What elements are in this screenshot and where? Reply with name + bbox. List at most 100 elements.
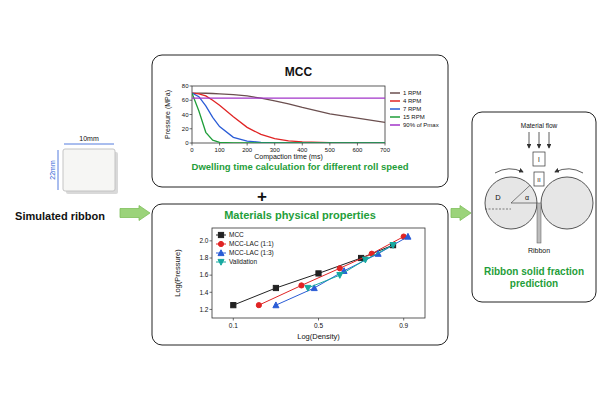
data-point (390, 243, 396, 249)
caption: Ribbon solid fraction prediction (476, 266, 592, 290)
x-tick-label: 100 (215, 147, 226, 153)
radius-line (511, 203, 537, 204)
y-tick (190, 128, 193, 129)
y-tick (210, 292, 213, 293)
flow-arrow (549, 132, 550, 148)
y-tick-label: 1.2 (199, 306, 208, 313)
series-line (192, 93, 385, 143)
data-point (256, 303, 261, 308)
data-point (231, 303, 236, 308)
legend-marker (218, 250, 224, 256)
page: 10mm22mmSimulated ribbon+Materials physi… (0, 0, 600, 400)
y-tick (210, 258, 213, 259)
legend-marker (218, 259, 224, 265)
legend: 1 RPM 4 RPM 7 RPM 15 RPM 90% of Pmax (390, 90, 439, 128)
x-tick (247, 143, 248, 146)
y-tick (210, 275, 213, 276)
data-point (273, 302, 279, 308)
legend-entry: 7 RPM (403, 106, 421, 112)
flow-arrow (529, 132, 530, 148)
zone-label: I (538, 156, 540, 163)
legend-swatch (390, 116, 400, 118)
legend-entry: 4 RPM (403, 98, 421, 104)
data-point (273, 285, 278, 290)
series-line (259, 237, 404, 306)
material-flow-label: Material flow (521, 122, 558, 129)
y-axis-label: Pressure (MPa) (164, 90, 172, 139)
data-point (316, 271, 321, 276)
x-tick (357, 143, 358, 146)
plus-sign: + (257, 187, 267, 206)
roller (485, 177, 537, 229)
plot-frame (192, 86, 385, 143)
chart: 0.10.50.91.21.41.61.82.0Log(Density)Log(… (173, 228, 425, 341)
legend: MCCMCC-LAC (1:1)MCC-LAC (1:3)Validation (216, 231, 274, 265)
y-tick-label: 1.4 (199, 289, 208, 296)
legend-entry: 90% of Pmax (403, 122, 439, 128)
dimension-line (58, 150, 59, 190)
legend-swatch (390, 100, 400, 102)
y-tick (190, 114, 193, 115)
panel (152, 55, 448, 187)
legend-entry: MCC-LAC (1:3) (229, 249, 274, 257)
legend-entry: 1 RPM (403, 90, 421, 96)
legend-swatch (390, 108, 400, 110)
x-tick-label: 700 (380, 147, 391, 153)
y-tick-label: 0 (185, 140, 189, 146)
rotation-arrow (555, 169, 583, 173)
legend-swatch (390, 92, 400, 94)
x-tick-label: 0.9 (399, 322, 408, 329)
x-tick-label: 600 (352, 147, 363, 153)
x-tick (192, 143, 193, 146)
x-tick (302, 143, 303, 146)
legend-swatch (390, 124, 400, 126)
ribbon-label: Simulated ribbon (15, 210, 105, 222)
y-tick-label: 2.0 (199, 237, 208, 244)
y-tick-label: 20 (182, 126, 189, 132)
x-axis-label: Compaction time (ms) (254, 153, 322, 161)
y-tick (210, 309, 213, 310)
y-tick-label: 1.6 (199, 271, 208, 278)
data-point (390, 243, 395, 248)
ribbon-label: Ribbon (528, 247, 550, 254)
rotation-arrow (495, 169, 523, 173)
flow-arrow (451, 206, 471, 221)
x-tick (385, 143, 386, 146)
x-tick (219, 143, 220, 146)
series-line (192, 93, 385, 143)
y-tick (190, 143, 193, 144)
panel-title: Materials physical properties (224, 209, 376, 221)
data-point (305, 285, 311, 291)
zone-box (533, 152, 545, 166)
y-axis-label: Log(Pressure) (173, 249, 182, 297)
y-tick-label: 60 (182, 97, 189, 103)
x-tick (233, 318, 234, 321)
dimension-label: 10mm (79, 135, 99, 142)
y-tick (190, 86, 193, 87)
data-point (337, 266, 342, 271)
y-tick (190, 100, 193, 101)
y-tick-label: 1.8 (199, 254, 208, 261)
zone-box (534, 172, 544, 186)
panel (152, 204, 448, 345)
diameter-line (485, 209, 511, 210)
legend-entry: MCC-LAC (1:1) (229, 240, 274, 248)
legend-entry: 15 RPM (403, 114, 425, 120)
canvas: 10mm22mmSimulated ribbon+Materials physi… (0, 0, 600, 400)
angle-label: α (525, 194, 529, 201)
diameter-label: D (495, 193, 501, 202)
series-line (308, 245, 393, 288)
series-line (192, 93, 385, 122)
x-tick-label: 0.5 (314, 322, 323, 329)
y-tick (210, 240, 213, 241)
panel (472, 112, 596, 302)
x-tick (329, 143, 330, 146)
plot-frame (212, 228, 425, 318)
x-tick (318, 318, 319, 321)
chart: MCC0100200300400500600700020406080Compac… (164, 65, 439, 161)
angle-line (511, 185, 530, 203)
legend-marker (218, 232, 223, 237)
plot-area (192, 93, 385, 143)
data-point (405, 233, 411, 239)
series-line (192, 97, 385, 98)
